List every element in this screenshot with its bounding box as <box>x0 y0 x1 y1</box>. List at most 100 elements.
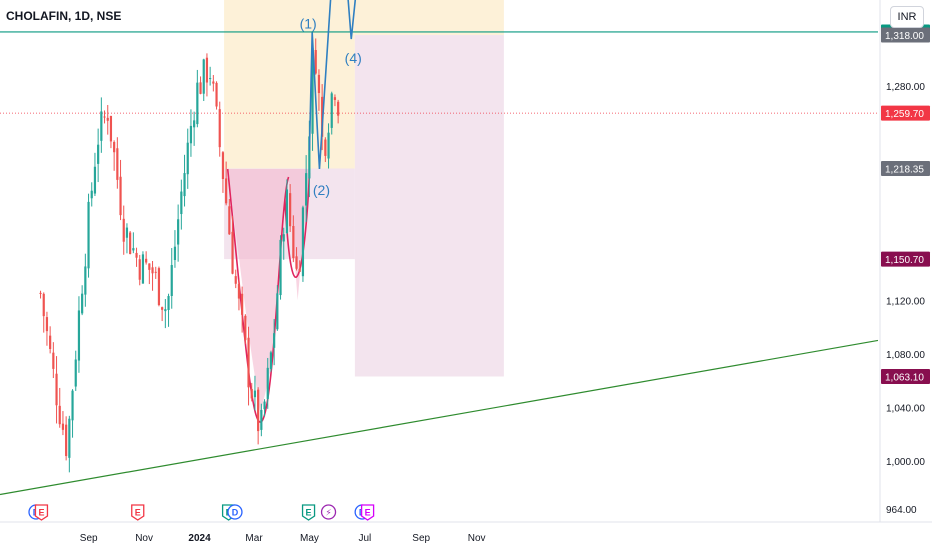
candle-body <box>132 248 135 251</box>
event-label: E <box>135 508 141 518</box>
event-label: E <box>306 508 312 518</box>
candle-body <box>333 97 337 100</box>
candle-body <box>221 152 225 180</box>
candle-body <box>276 293 279 330</box>
elliott-wave-path <box>308 0 357 170</box>
event-icon <box>320 504 337 520</box>
candle-body <box>71 390 74 421</box>
candle <box>276 285 279 331</box>
event-marker[interactable]: E <box>360 504 375 521</box>
candle-body <box>266 367 269 399</box>
candle-body <box>87 201 90 269</box>
event-marker[interactable]: E <box>34 504 49 521</box>
candle <box>113 140 116 171</box>
candle <box>285 179 289 234</box>
candle-body <box>289 193 292 227</box>
event-label: D <box>232 508 239 518</box>
candle <box>180 179 183 230</box>
price-tag: 1,063.10 <box>881 368 930 384</box>
candle <box>129 231 132 255</box>
candle <box>122 205 125 255</box>
event-marker[interactable]: E <box>131 504 145 521</box>
candle-body <box>305 173 308 206</box>
price-tag-label: 1,318.00 <box>885 31 924 42</box>
candle-body <box>45 317 49 332</box>
candle <box>250 382 253 402</box>
candle-body <box>141 254 145 284</box>
y-tick-label: 1,000.00 <box>886 457 925 468</box>
stop-zone-2 <box>354 35 504 377</box>
wave-label: (1) <box>300 15 317 31</box>
candle <box>199 76 202 95</box>
price-tag-bg <box>881 251 930 267</box>
candle-body <box>68 418 71 458</box>
target-zone-1 <box>224 0 355 169</box>
candle <box>253 375 257 411</box>
candle <box>138 254 141 286</box>
candle-body <box>135 252 138 258</box>
candle <box>269 350 273 372</box>
candle <box>161 306 164 322</box>
candle-body <box>225 178 228 204</box>
chart-title: CHOLAFIN, 1D, NSE <box>6 9 122 23</box>
candle <box>215 81 218 110</box>
x-tick-label: 2024 <box>188 533 211 544</box>
event-icon <box>301 504 316 521</box>
candle-body <box>103 116 106 118</box>
candle <box>305 155 308 222</box>
candle-body <box>257 389 260 432</box>
candle-body <box>237 283 241 299</box>
event-marker[interactable]: D <box>227 504 243 520</box>
candle-body <box>61 423 65 430</box>
price-tag-label: 1,063.10 <box>885 372 924 383</box>
candle-body <box>337 101 340 116</box>
candle <box>209 66 212 86</box>
candle-body <box>218 109 221 148</box>
candle-body <box>186 142 189 175</box>
candle-body <box>125 227 129 238</box>
candle <box>241 286 244 333</box>
candle <box>39 290 42 299</box>
x-tick-label: Nov <box>468 533 486 544</box>
y-tick-label: 1,040.00 <box>886 403 925 414</box>
candle-body <box>311 47 314 134</box>
candle-body <box>148 263 151 270</box>
candle <box>119 159 122 221</box>
x-tick-label: Jul <box>358 533 371 544</box>
candle <box>301 205 305 282</box>
event-label: E <box>365 508 371 518</box>
price-tag: 1,218.35 <box>881 161 930 177</box>
candle-body <box>199 82 202 94</box>
candle <box>132 232 135 254</box>
candle-body <box>196 82 199 125</box>
candle <box>97 128 100 183</box>
candle <box>196 69 199 128</box>
currency-button[interactable]: INR <box>890 6 924 28</box>
x-tick-label: Sep <box>412 533 430 544</box>
candle-body <box>202 59 205 94</box>
candle-body <box>263 401 266 410</box>
candle <box>289 184 292 233</box>
candle-body <box>39 292 42 294</box>
candle <box>55 356 58 424</box>
candle <box>84 253 87 307</box>
candle-body <box>247 337 250 388</box>
cup-area <box>227 168 310 415</box>
candle-body <box>145 258 148 263</box>
candle <box>257 387 260 445</box>
candle-body <box>209 78 212 80</box>
candle-body <box>253 390 257 398</box>
candle <box>52 342 55 379</box>
candle-body <box>154 271 157 273</box>
candle <box>202 58 205 102</box>
candle-body <box>173 246 177 261</box>
candle-body <box>113 142 116 153</box>
event-marker[interactable]: E <box>301 504 316 521</box>
event-marker[interactable]: ⚡ <box>320 504 337 520</box>
candle <box>279 235 282 300</box>
candle <box>116 137 119 189</box>
event-icon <box>360 504 375 521</box>
candle-body <box>183 173 186 197</box>
candle <box>333 94 337 107</box>
